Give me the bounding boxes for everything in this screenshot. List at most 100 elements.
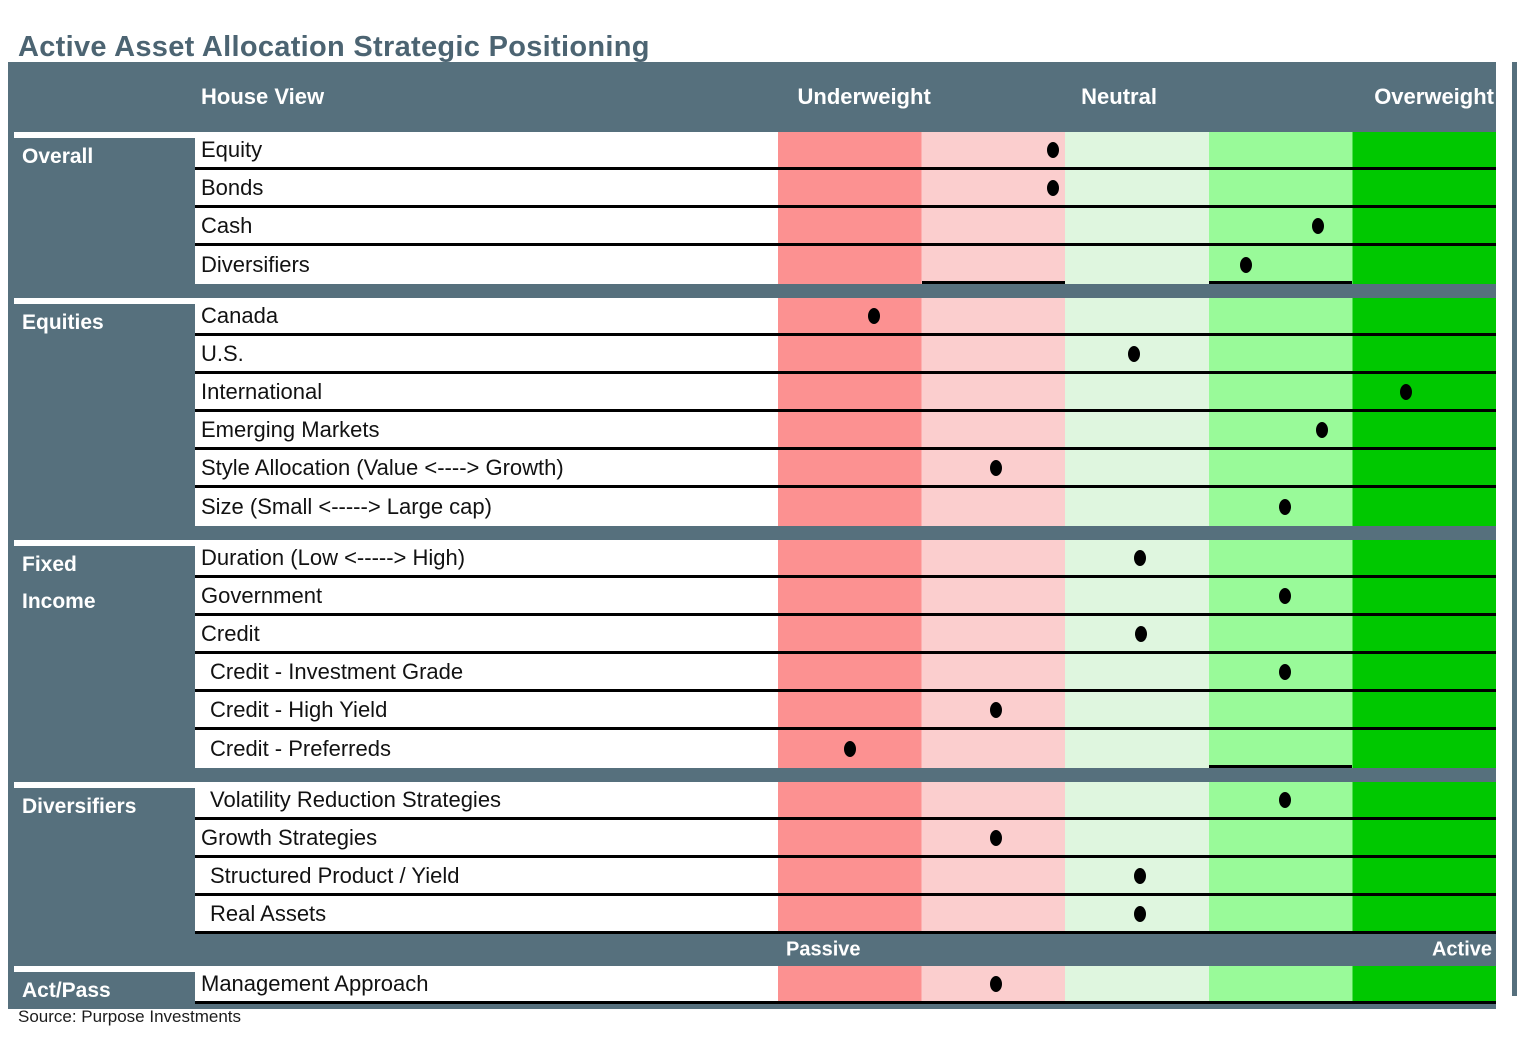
table-body: Overall Equity Bonds Cash Diversifiers E…	[14, 132, 1496, 1009]
table-row: Canada	[195, 298, 1496, 336]
row-label: U.S.	[195, 336, 778, 371]
row-label: Cash	[195, 208, 778, 243]
table-row: Management Approach	[195, 966, 1496, 1004]
position-dot	[1278, 587, 1291, 604]
table-row: Credit	[195, 616, 1496, 654]
row-positioning-strip	[778, 616, 1496, 651]
position-dot	[990, 975, 1003, 992]
group-label: Overall	[22, 145, 94, 168]
table-row: Bonds	[195, 170, 1496, 208]
header-scale: Underweight Neutral Overweight	[778, 62, 1496, 132]
row-positioning-strip	[778, 208, 1496, 243]
row-positioning-strip	[778, 858, 1496, 893]
position-dot	[868, 307, 881, 324]
position-dot	[1278, 499, 1291, 515]
group-rows: Volatility Reduction Strategies Growth S…	[195, 782, 1496, 934]
position-dot	[1135, 625, 1148, 642]
header-overweight: Overweight	[1374, 84, 1494, 109]
row-positioning-strip	[778, 170, 1496, 205]
group-rows: Equity Bonds Cash Diversifiers	[195, 132, 1496, 284]
row-label: Credit	[195, 616, 778, 651]
row-label: International	[195, 374, 778, 409]
position-dot	[1278, 663, 1291, 680]
table-row: Diversifiers	[195, 246, 1496, 284]
row-positioning-strip	[778, 374, 1496, 409]
table-row: Volatility Reduction Strategies	[195, 782, 1496, 820]
header-house-view: House View	[201, 84, 325, 109]
group-block: Fixed Income Duration (Low <-----> High)…	[14, 540, 1496, 768]
row-label: Credit - Preferreds	[195, 730, 778, 768]
table-row: Structured Product / Yield	[195, 858, 1496, 896]
header-underweight: Underweight	[797, 84, 931, 109]
header-neutral: Neutral	[1081, 84, 1157, 109]
row-positioning-strip	[778, 782, 1496, 817]
row-positioning-strip	[778, 298, 1496, 333]
row-label: Duration (Low <-----> High)	[195, 540, 778, 575]
position-dot	[1133, 905, 1146, 922]
group-divider	[14, 526, 1496, 540]
table-row: Credit - Investment Grade	[195, 654, 1496, 692]
row-positioning-strip	[778, 488, 1496, 526]
table-row: Equity	[195, 132, 1496, 170]
row-label: Management Approach	[195, 966, 778, 1001]
position-dot	[990, 829, 1003, 846]
position-dot	[1311, 217, 1324, 234]
row-label: Equity	[195, 132, 778, 167]
group-sidebar-cell: Equities	[14, 298, 195, 526]
group-block: Equities Canada U.S. International Emerg…	[14, 298, 1496, 526]
position-dot	[990, 459, 1003, 476]
row-positioning-strip	[778, 692, 1496, 727]
table-row: Emerging Markets	[195, 412, 1496, 450]
table-row: Cash	[195, 208, 1496, 246]
row-positioning-strip	[778, 132, 1496, 167]
row-label: Bonds	[195, 170, 778, 205]
passive-label: Passive	[786, 938, 861, 961]
row-label: Canada	[195, 298, 778, 333]
row-label: Credit - High Yield	[195, 692, 778, 727]
row-label: Growth Strategies	[195, 820, 778, 855]
table-row: Credit - Preferreds	[195, 730, 1496, 768]
group-label: Equities	[22, 311, 104, 334]
group-rows: Duration (Low <-----> High) Government C…	[195, 540, 1496, 768]
row-label: Structured Product / Yield	[195, 858, 778, 893]
row-label: Diversifiers	[195, 246, 778, 284]
cell-underline	[1208, 765, 1353, 768]
position-dot	[1316, 421, 1329, 438]
table-row: Style Allocation (Value <----> Growth)	[195, 450, 1496, 488]
cell-underline	[1208, 281, 1353, 284]
group-rows: Canada U.S. International Emerging Marke…	[195, 298, 1496, 526]
table-row: Growth Strategies	[195, 820, 1496, 858]
row-positioning-strip	[778, 820, 1496, 855]
row-label: Emerging Markets	[195, 412, 778, 447]
table-row: Size (Small <-----> Large cap)	[195, 488, 1496, 526]
positioning-table: House View Underweight Neutral Overweigh…	[8, 62, 1496, 1009]
row-positioning-strip	[778, 246, 1496, 284]
row-label: Size (Small <-----> Large cap)	[195, 488, 778, 526]
source-note: Source: Purpose Investments	[18, 1007, 242, 1026]
group-sidebar-cell: Diversifiers	[14, 782, 195, 934]
table-header: House View Underweight Neutral Overweigh…	[14, 62, 1496, 132]
row-positioning-strip	[778, 450, 1496, 485]
group-block: Diversifiers Volatility Reduction Strate…	[14, 782, 1496, 934]
row-positioning-strip	[778, 540, 1496, 575]
position-dot	[990, 701, 1003, 718]
group-label: Act/Pass	[22, 979, 111, 1002]
passive-active-strip: Passive Active	[14, 934, 1496, 966]
row-positioning-strip	[778, 730, 1496, 768]
position-dot	[1133, 867, 1146, 884]
group-divider	[14, 768, 1496, 782]
table-row: Real Assets	[195, 896, 1496, 934]
row-positioning-strip	[778, 896, 1496, 931]
position-dot	[1046, 141, 1059, 158]
row-positioning-strip	[778, 336, 1496, 371]
position-dot	[1278, 791, 1291, 808]
position-dot	[1240, 257, 1253, 273]
row-label: Real Assets	[195, 896, 778, 931]
table-right-border	[1512, 62, 1517, 996]
group-sidebar-cell: Overall	[14, 132, 195, 284]
group-rows: Management Approach	[195, 966, 1496, 1009]
table-row: Government	[195, 578, 1496, 616]
row-positioning-strip	[778, 966, 1496, 1001]
position-dot	[1400, 383, 1413, 400]
row-positioning-strip	[778, 412, 1496, 447]
